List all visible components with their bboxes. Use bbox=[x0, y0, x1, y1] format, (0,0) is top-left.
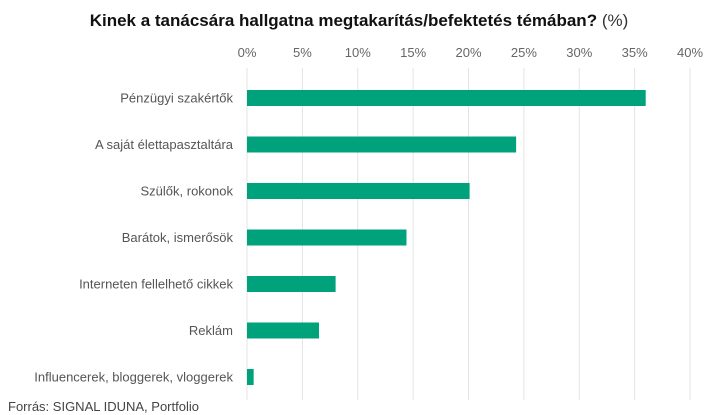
x-tick-label: 0% bbox=[238, 45, 257, 60]
x-axis-tick-labels: 0% 5% 10% 15% 20% 25% 30% 35% 40% bbox=[238, 45, 704, 60]
bars bbox=[247, 90, 646, 385]
bar bbox=[247, 229, 407, 246]
bar bbox=[247, 136, 517, 153]
source-note: Forrás: SIGNAL IDUNA, Portfolio bbox=[8, 399, 199, 414]
x-tick-label: 25% bbox=[511, 45, 537, 60]
x-tick-label: 35% bbox=[622, 45, 648, 60]
category-label: Szülők, rokonok bbox=[141, 184, 234, 199]
category-label: A saját élettapasztaltára bbox=[95, 137, 234, 152]
gridlines bbox=[246, 68, 691, 400]
category-label: Influencerek, bloggerek, vloggerek bbox=[34, 370, 233, 385]
bar bbox=[247, 322, 319, 339]
x-tick-label: 10% bbox=[345, 45, 371, 60]
x-tick-label: 5% bbox=[293, 45, 312, 60]
category-label: Reklám bbox=[189, 323, 233, 338]
category-label: Pénzügyi szakértők bbox=[120, 91, 233, 106]
category-label: Interneten fellelhető cikkek bbox=[79, 277, 233, 292]
chart-title-main: Kinek a tanácsára hallgatna megtakarítás… bbox=[89, 11, 598, 30]
bar bbox=[247, 183, 470, 199]
x-tick-label: 15% bbox=[400, 45, 426, 60]
bar bbox=[247, 90, 646, 106]
category-label: Barátok, ismerősök bbox=[122, 230, 234, 245]
chart-title: Kinek a tanácsára hallgatna megtakarítás… bbox=[0, 11, 718, 31]
category-labels: Pénzügyi szakértők A saját élettapasztalt… bbox=[34, 91, 234, 385]
x-tick-label: 40% bbox=[677, 45, 703, 60]
bar bbox=[247, 369, 254, 385]
chart-title-unit: (%) bbox=[601, 11, 629, 30]
x-tick-label: 30% bbox=[566, 45, 592, 60]
x-tick-label: 20% bbox=[455, 45, 481, 60]
bar bbox=[247, 276, 336, 292]
